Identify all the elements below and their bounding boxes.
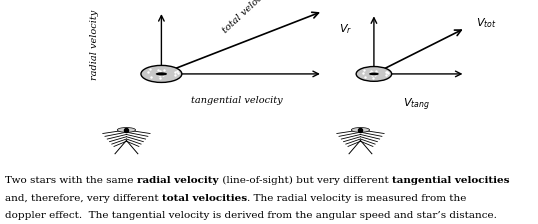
Text: doppler effect.  The tangential velocity is derived from the angular speed and s: doppler effect. The tangential velocity … — [5, 211, 497, 220]
Ellipse shape — [351, 127, 370, 132]
Text: tangential velocity: tangential velocity — [191, 96, 282, 105]
Circle shape — [141, 65, 182, 82]
Text: (line-of-sight) but very different: (line-of-sight) but very different — [218, 176, 392, 185]
Text: radial velocity: radial velocity — [137, 176, 218, 185]
Text: total velocity: total velocity — [221, 0, 274, 35]
Text: . The radial velocity is measured from the: . The radial velocity is measured from t… — [247, 194, 467, 203]
Ellipse shape — [117, 127, 136, 132]
Text: $V_{tot}$: $V_{tot}$ — [476, 17, 497, 30]
Circle shape — [356, 67, 392, 81]
Ellipse shape — [156, 72, 167, 75]
Text: total velocities: total velocities — [162, 194, 247, 203]
Text: Two stars with the same: Two stars with the same — [5, 176, 137, 185]
Text: $V_r$: $V_r$ — [339, 22, 352, 36]
Text: radial velocity: radial velocity — [90, 10, 98, 80]
Text: tangential velocities: tangential velocities — [392, 176, 509, 185]
Text: and, therefore, very different: and, therefore, very different — [5, 194, 162, 203]
Ellipse shape — [369, 73, 379, 75]
Text: $V_{tang}$: $V_{tang}$ — [404, 96, 430, 113]
